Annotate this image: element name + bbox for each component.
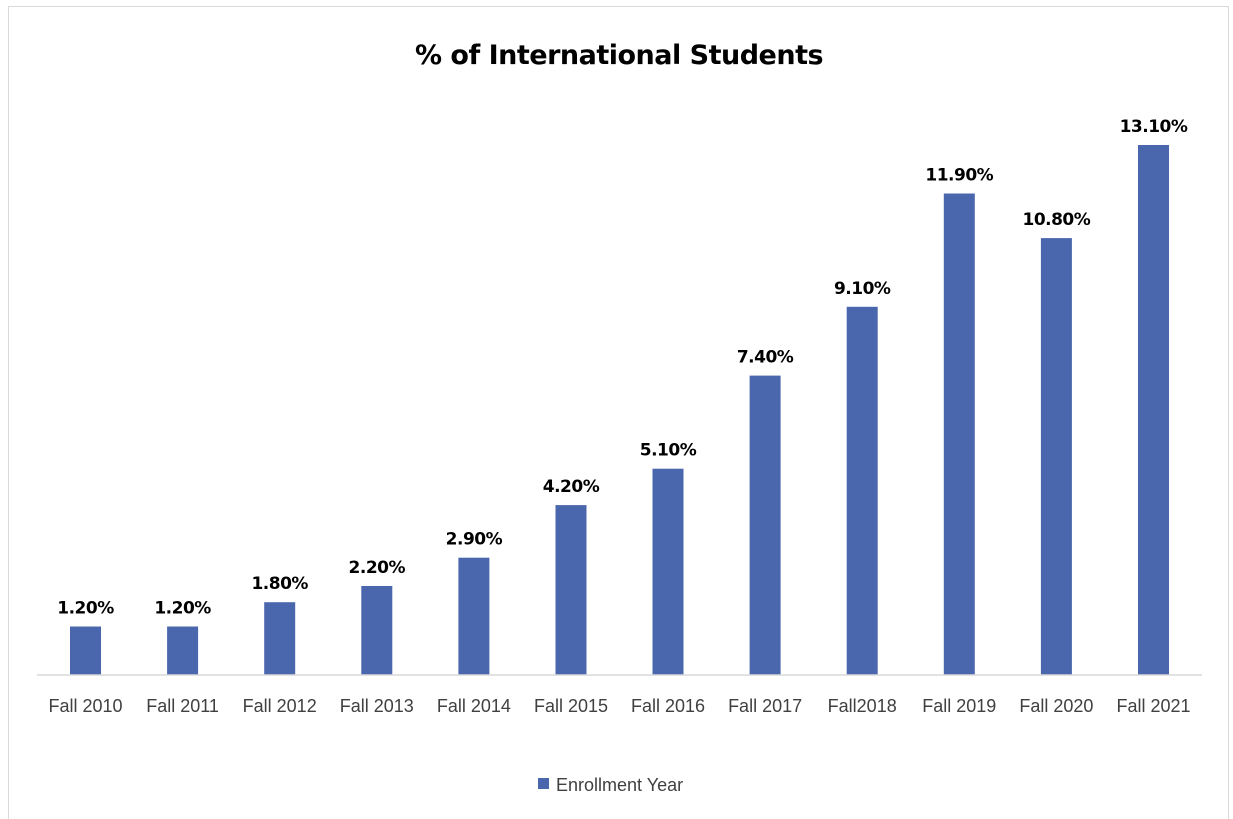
data-label-2: 1.80% — [251, 574, 308, 594]
chart-title: % of International Students — [415, 40, 823, 71]
x-tick-labels-group: Fall 2010 Fall 2011 Fall 2012 Fall 2013 Fall… — [48, 696, 1190, 716]
bar-6 — [652, 468, 684, 675]
bar-10 — [1040, 238, 1072, 675]
x-tick-label-3: Fall 2013 — [340, 696, 414, 716]
bars-group — [70, 145, 1169, 675]
x-tick-label-1: Fall 2011 — [146, 696, 219, 716]
bar-4 — [458, 557, 490, 675]
x-tick-label-8: Fall2018 — [828, 696, 897, 716]
data-label-9: 11.90% — [925, 166, 993, 186]
data-label-3: 2.20% — [349, 558, 406, 578]
legend: Enrollment Year — [538, 775, 683, 795]
data-label-8: 9.10% — [834, 279, 891, 299]
x-tick-label-7: Fall 2017 — [728, 696, 802, 716]
data-label-7: 7.40% — [737, 348, 794, 368]
x-tick-label-0: Fall 2010 — [48, 696, 122, 716]
bar-2 — [264, 602, 296, 675]
data-labels-group: 1.20% 1.20% 1.80% 2.20% 2.90% 4.20% 5.10% 7.40%… — [57, 117, 1188, 619]
data-label-10: 10.80% — [1022, 210, 1090, 230]
bar-5 — [555, 505, 587, 675]
x-tick-label-4: Fall 2014 — [437, 696, 511, 716]
x-tick-label-5: Fall 2015 — [534, 696, 608, 716]
data-label-1: 1.20% — [154, 599, 211, 619]
bar-8 — [846, 306, 878, 675]
data-label-0: 1.20% — [57, 599, 114, 619]
bar-11 — [1138, 145, 1169, 675]
x-tick-label-10: Fall 2020 — [1019, 696, 1093, 716]
x-tick-label-2: Fall 2012 — [243, 696, 317, 716]
bar-1 — [167, 626, 199, 675]
x-tick-label-6: Fall 2016 — [631, 696, 705, 716]
legend-label: Enrollment Year — [556, 775, 683, 795]
data-label-6: 5.10% — [640, 441, 697, 461]
legend-swatch — [538, 778, 549, 789]
data-label-5: 4.20% — [543, 477, 600, 497]
bar-9 — [943, 193, 975, 675]
bar-0 — [70, 626, 101, 675]
bar-7 — [749, 375, 781, 675]
x-tick-label-11: Fall 2021 — [1116, 696, 1190, 716]
x-tick-label-9: Fall 2019 — [922, 696, 996, 716]
bar-3 — [361, 586, 393, 675]
data-label-4: 2.90% — [446, 530, 503, 550]
chart-frame — [8, 6, 1229, 819]
data-label-11: 13.10% — [1120, 117, 1188, 137]
